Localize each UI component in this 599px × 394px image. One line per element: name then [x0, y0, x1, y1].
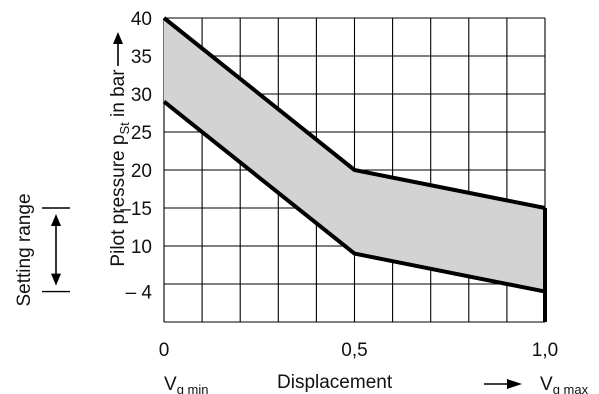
x-axis-title: Displacement	[277, 372, 393, 393]
setting-range-label: Setting range	[14, 193, 35, 306]
x-tick-label: 1,0	[532, 340, 558, 361]
lower-boundary-line	[162, 100, 546, 294]
y-axis-arrow-head	[113, 32, 123, 44]
y-tick-label: 10	[131, 237, 152, 258]
x-min-label: Vg min	[164, 374, 208, 394]
upper-boundary-line	[162, 16, 546, 210]
setting-range-arrow-up	[51, 214, 61, 226]
x-axis-arrow-head	[507, 379, 522, 389]
x-tick-label: 0,5	[341, 340, 367, 361]
y-axis-title: Pilot pressure pSt in bar	[108, 69, 132, 267]
y-tick-label: 35	[131, 47, 152, 68]
y-tick-label: 20	[131, 161, 152, 182]
y-tick-label: 25	[131, 123, 152, 144]
x-max-label-subscript: g max	[553, 382, 589, 394]
y-tick-label: – 4	[126, 283, 153, 304]
y-axis-title-suffix: in bar	[108, 69, 129, 122]
y-tick-label: –15	[120, 199, 152, 220]
x-tick-label: 0	[159, 340, 170, 361]
setting-range-indicator	[42, 207, 70, 293]
y-tick-label: 30	[131, 85, 152, 106]
y-tick-label: 40	[131, 9, 152, 30]
pressure-band-area	[164, 18, 545, 292]
x-tick-labels: 0 0,5 1,0	[159, 340, 559, 361]
x-min-label-subscript: g min	[177, 382, 209, 394]
setting-range-arrow-down	[51, 273, 61, 286]
y-tick-labels: 40 35 30 25 20 –15 10 – 4	[120, 9, 152, 304]
y-axis-title-subscript: St	[117, 122, 132, 135]
x-max-label: Vg max	[540, 374, 589, 394]
